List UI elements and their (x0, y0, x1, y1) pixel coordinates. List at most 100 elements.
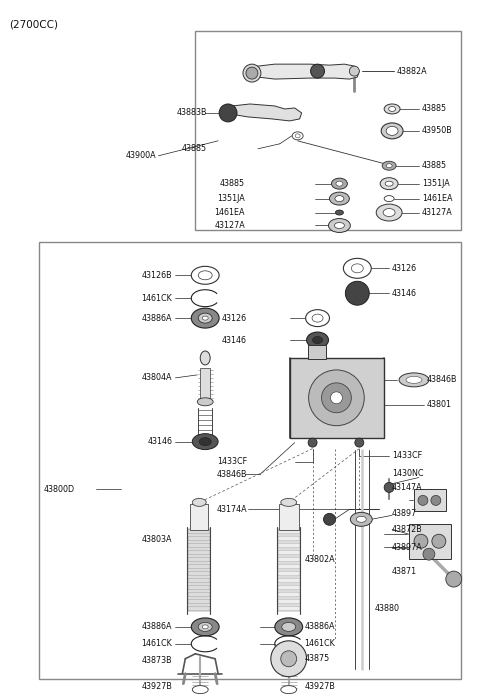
Ellipse shape (312, 314, 323, 322)
Text: 43882A: 43882A (397, 67, 428, 75)
Text: 43927B: 43927B (142, 682, 172, 691)
Text: 43886A: 43886A (142, 622, 172, 631)
Bar (278, 557, 300, 562)
Ellipse shape (281, 686, 297, 694)
Circle shape (432, 535, 446, 549)
Ellipse shape (399, 373, 429, 387)
Ellipse shape (406, 376, 422, 383)
Ellipse shape (192, 308, 219, 328)
Text: 1433CF: 1433CF (217, 457, 247, 466)
Text: 43146: 43146 (147, 437, 172, 446)
Bar (278, 606, 300, 611)
Circle shape (271, 641, 307, 677)
Text: 43147A: 43147A (392, 483, 423, 492)
Ellipse shape (384, 104, 400, 114)
Bar (188, 599, 210, 604)
Text: 1430NC: 1430NC (392, 469, 424, 478)
Bar (188, 564, 210, 569)
Bar (278, 543, 300, 549)
Circle shape (431, 496, 441, 505)
Ellipse shape (412, 545, 426, 553)
Text: 43897: 43897 (392, 509, 418, 518)
Text: 43897A: 43897A (392, 543, 423, 552)
Text: 43886A: 43886A (305, 622, 335, 631)
Text: 43174A: 43174A (216, 505, 247, 514)
Bar (278, 585, 300, 590)
Bar (188, 536, 210, 542)
Bar (188, 585, 210, 590)
Text: 1461CK: 1461CK (142, 639, 172, 648)
Ellipse shape (376, 204, 402, 221)
Text: 43127A: 43127A (422, 208, 453, 217)
Text: 1461EA: 1461EA (215, 208, 245, 217)
Text: 1351JA: 1351JA (217, 194, 245, 203)
Ellipse shape (192, 266, 219, 284)
Bar (190, 505, 208, 530)
Text: 43885: 43885 (422, 161, 447, 170)
Circle shape (423, 549, 435, 560)
Bar (290, 358, 384, 438)
Text: 43146: 43146 (222, 335, 247, 344)
Text: 43126B: 43126B (142, 271, 172, 279)
Ellipse shape (198, 271, 212, 279)
Circle shape (322, 383, 351, 413)
Bar (279, 505, 299, 530)
Text: 43950B: 43950B (422, 126, 453, 135)
Bar (39, 243, 461, 679)
Circle shape (324, 513, 336, 526)
Ellipse shape (200, 351, 210, 365)
Text: 43127A: 43127A (214, 221, 245, 230)
Text: 43126: 43126 (392, 264, 417, 273)
Ellipse shape (192, 618, 219, 636)
Text: 1461CK: 1461CK (305, 639, 336, 648)
Bar (188, 571, 210, 576)
Ellipse shape (192, 434, 218, 450)
Text: 1433CF: 1433CF (392, 451, 422, 460)
Text: 43886A: 43886A (142, 314, 172, 323)
Bar (188, 550, 210, 556)
Bar (308, 345, 325, 359)
Text: 43846B: 43846B (216, 470, 247, 479)
Ellipse shape (356, 516, 366, 522)
Text: 43872B: 43872B (392, 525, 423, 534)
Bar (278, 550, 300, 556)
Bar (188, 606, 210, 611)
Bar (195, 31, 461, 231)
Ellipse shape (355, 438, 364, 447)
Ellipse shape (350, 512, 372, 526)
Circle shape (246, 67, 258, 79)
Ellipse shape (275, 618, 302, 636)
Ellipse shape (335, 196, 344, 201)
Ellipse shape (349, 66, 360, 76)
Bar (414, 489, 446, 512)
Ellipse shape (332, 178, 348, 189)
Bar (188, 578, 210, 583)
Ellipse shape (351, 264, 363, 273)
Text: 43800D: 43800D (43, 485, 74, 494)
Ellipse shape (243, 64, 261, 82)
Bar (278, 599, 300, 604)
Ellipse shape (281, 498, 297, 506)
Circle shape (418, 496, 428, 505)
Ellipse shape (197, 398, 213, 406)
Circle shape (281, 651, 297, 667)
Ellipse shape (328, 219, 350, 233)
Ellipse shape (295, 134, 300, 138)
Circle shape (330, 392, 342, 404)
Text: 43871: 43871 (392, 567, 417, 576)
Ellipse shape (382, 161, 396, 170)
Ellipse shape (410, 529, 428, 539)
Text: 43873B: 43873B (142, 657, 172, 665)
Circle shape (309, 370, 364, 426)
Ellipse shape (386, 126, 398, 135)
Bar (188, 557, 210, 562)
Ellipse shape (198, 313, 212, 323)
Ellipse shape (384, 196, 394, 201)
Text: 43801: 43801 (427, 400, 452, 409)
Ellipse shape (386, 164, 392, 168)
Ellipse shape (202, 316, 208, 320)
Ellipse shape (198, 622, 212, 631)
Bar (278, 592, 300, 597)
Polygon shape (224, 104, 301, 121)
Circle shape (219, 104, 237, 122)
